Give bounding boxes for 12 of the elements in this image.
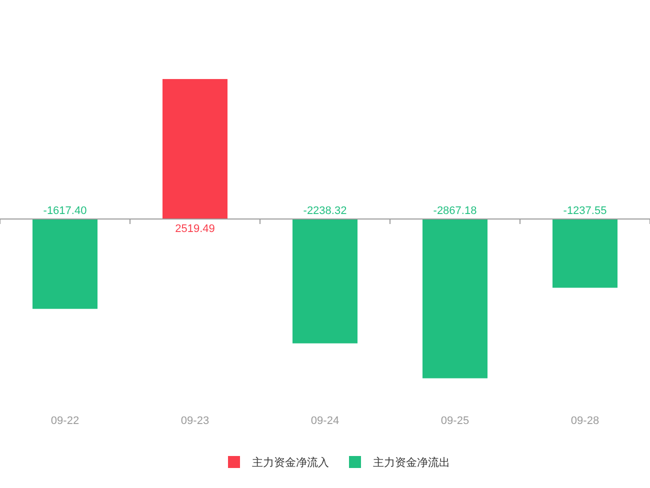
data-label: -1617.40 bbox=[43, 205, 87, 217]
legend-label: 主力资金净流出 bbox=[373, 456, 450, 469]
legend-label: 主力资金净流入 bbox=[252, 456, 329, 469]
data-label: -2867.18 bbox=[433, 205, 477, 217]
x-tick-label: 09-22 bbox=[50, 415, 80, 427]
data-label: -1237.55 bbox=[563, 205, 607, 217]
x-tick-label: 09-24 bbox=[310, 415, 340, 427]
data-label: 2519.49 bbox=[175, 223, 215, 235]
x-tick-label: 09-28 bbox=[570, 415, 600, 427]
x-tick-label: 09-23 bbox=[180, 415, 210, 427]
data-label: -2238.32 bbox=[303, 205, 347, 217]
x-tick-label: 09-25 bbox=[440, 415, 470, 427]
